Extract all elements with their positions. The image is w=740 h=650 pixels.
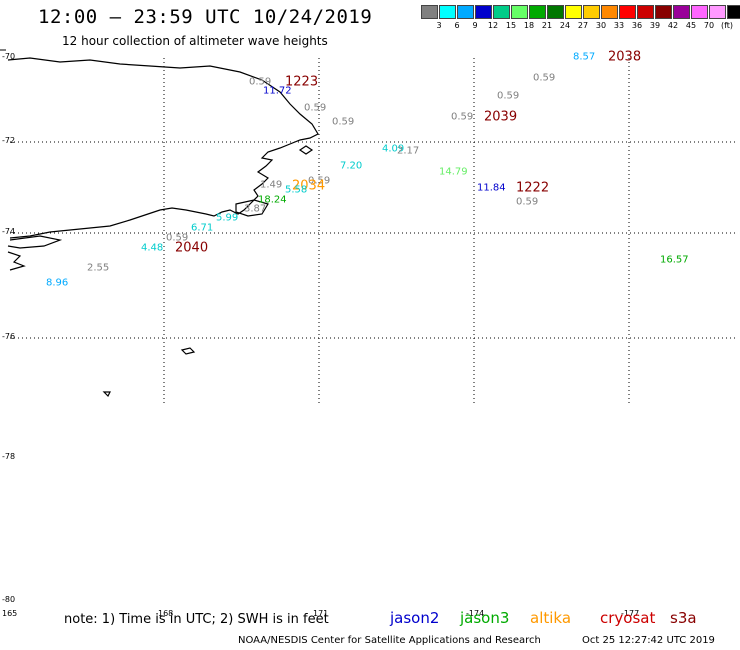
scale-swatch	[457, 5, 474, 19]
scale-tick-label: 3	[436, 21, 442, 30]
wave-height-label: 2039	[484, 109, 518, 125]
scale-swatch	[547, 5, 564, 19]
scale-swatch	[421, 5, 438, 19]
mission-altika: altika	[530, 609, 572, 627]
wave-height-label: 11.72	[263, 85, 292, 97]
credit-line: NOAA/NESDIS Center for Satellite Applica…	[238, 635, 541, 646]
scale-swatch	[637, 5, 654, 19]
scale-swatch	[529, 5, 546, 19]
wave-height-label: 18.24	[258, 194, 287, 206]
scale-tick-label: 36	[631, 21, 643, 30]
scale-swatch	[619, 5, 636, 19]
timestamp: Oct 25 12:27:42 UTC 2019	[582, 635, 715, 646]
wave-height-label: 1222	[516, 180, 550, 196]
scale-tick-label: (ft)	[720, 21, 734, 30]
scale-tick-label: 21	[541, 21, 553, 30]
scale-swatch	[691, 5, 708, 19]
coastline	[7, 57, 319, 398]
scale-swatch	[475, 5, 492, 19]
wave-height-label: 2.17	[397, 145, 420, 157]
scale-tick-label: 30	[595, 21, 607, 30]
wave-height-label: 0.59	[249, 76, 272, 88]
scale-tick-label: 27	[577, 21, 589, 30]
latitude-label: -78	[2, 452, 16, 461]
wave-height-label: 0.59	[166, 232, 189, 244]
wave-height-label: 1223	[285, 74, 319, 90]
footer-note: note: 1) Time is in UTC; 2) SWH is in fe…	[64, 612, 329, 627]
scale-swatch	[583, 5, 600, 19]
scale-tick-label: 15	[505, 21, 517, 30]
wave-height-label: 8.96	[46, 277, 69, 289]
wave-height-label: 6.71	[191, 222, 214, 234]
wave-height-label: 1.49	[260, 179, 283, 191]
mission-jason2: jason2	[390, 609, 440, 627]
scale-tick-label: 12	[487, 21, 499, 30]
map-title: 12:00 – 23:59 UTC 10/24/2019	[38, 6, 373, 28]
longitude-label: -177	[621, 609, 640, 618]
wave-height-label: 4.09	[382, 143, 405, 155]
wave-height-label: 0.59	[533, 72, 556, 84]
wave-height-label: 2040	[175, 240, 209, 256]
wave-height-label: 3.87	[244, 203, 267, 215]
longitude-label: 165	[2, 609, 18, 618]
mission-jason3: jason3	[460, 609, 510, 627]
scale-swatch	[439, 5, 456, 19]
longitude-label: 168	[158, 609, 174, 618]
map-subtitle: 12 hour collection of altimeter wave hei…	[62, 34, 328, 48]
scale-swatch	[493, 5, 510, 19]
scale-tick-label: 33	[613, 21, 625, 30]
wave-height-label: 2.55	[87, 262, 110, 274]
scale-tick-label: 45	[685, 21, 697, 30]
wave-height-label: 4.48	[141, 242, 164, 254]
scale-swatch	[511, 5, 528, 19]
wave-height-label: 16.57	[660, 254, 689, 266]
wave-height-label: 0.59	[516, 196, 539, 208]
latitude-label: -70	[2, 52, 16, 61]
wave-height-label: 7.20	[340, 160, 363, 172]
wave-height-label: 2038	[608, 49, 642, 65]
wave-height-label: 8.57	[573, 51, 596, 63]
wave-height-label: 11.84	[477, 182, 506, 194]
wave-height-label: 2034	[292, 178, 326, 194]
wave-height-label: 14.79	[439, 166, 468, 178]
wave-height-label: 0.59	[451, 111, 474, 123]
scale-tick-label: 42	[667, 21, 679, 30]
scale-swatch	[565, 5, 582, 19]
scale-tick-label: 18	[523, 21, 535, 30]
scale-swatch	[601, 5, 618, 19]
latitude-label: -74	[2, 227, 16, 236]
scale-swatch	[709, 5, 726, 19]
latitude-label: -76	[2, 332, 16, 341]
scale-swatch	[673, 5, 690, 19]
mission-s3a: s3a	[670, 609, 697, 627]
scale-tick-label: 39	[649, 21, 661, 30]
scale-tick-label: 70	[703, 21, 715, 30]
color-scale	[421, 5, 740, 19]
wave-height-label: 5.58	[285, 184, 308, 196]
latitude-label: -72	[2, 136, 16, 145]
scale-swatch	[727, 5, 740, 19]
map-canvas	[0, 49, 735, 405]
wave-height-label: 0.59	[497, 90, 520, 102]
wave-height-label: 0.59	[332, 116, 355, 128]
wave-height-label: 0.59	[308, 175, 331, 187]
scale-tick-label: 6	[454, 21, 460, 30]
wave-height-label: 5.99	[216, 212, 239, 224]
scale-tick-label: 9	[472, 21, 478, 30]
gridlines	[10, 58, 735, 405]
latitude-label: -80	[2, 595, 16, 604]
scale-tick-label: 24	[559, 21, 571, 30]
wave-height-label: 0.59	[304, 102, 327, 114]
mission-cryosat: cryosat	[600, 609, 656, 627]
scale-swatch	[655, 5, 672, 19]
longitude-label: 171	[313, 609, 329, 618]
longitude-label: -174	[466, 609, 485, 618]
